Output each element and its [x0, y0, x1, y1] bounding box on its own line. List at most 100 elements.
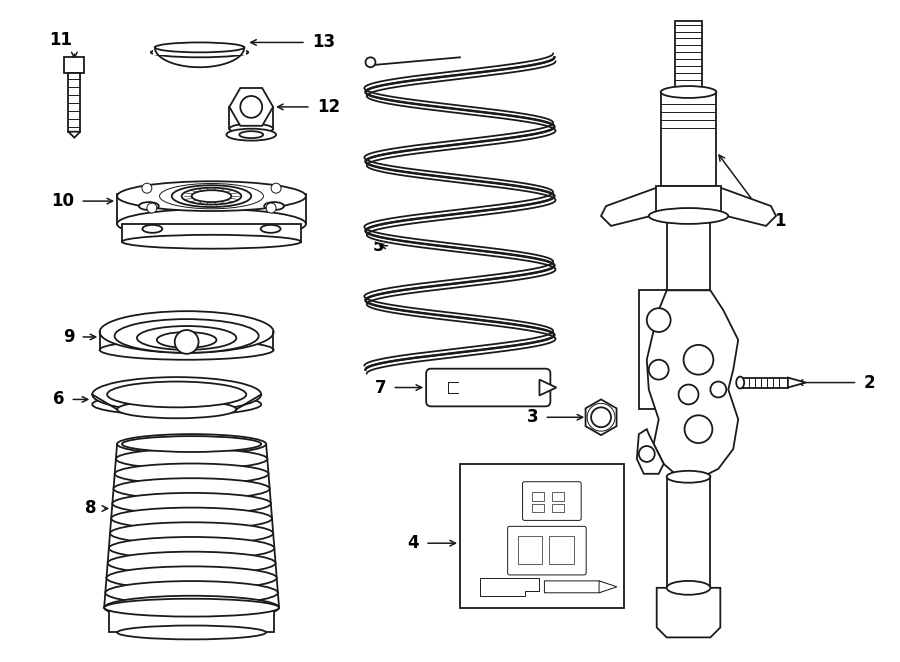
Text: 10: 10	[51, 192, 75, 210]
FancyBboxPatch shape	[523, 482, 581, 520]
Ellipse shape	[261, 225, 281, 233]
Circle shape	[683, 345, 714, 375]
Text: 12: 12	[317, 98, 340, 116]
FancyBboxPatch shape	[426, 369, 551, 406]
Polygon shape	[155, 48, 244, 68]
Bar	[533, 492, 544, 500]
Ellipse shape	[117, 434, 266, 454]
Circle shape	[271, 183, 281, 193]
Ellipse shape	[649, 208, 728, 224]
Text: 4: 4	[408, 534, 419, 552]
Ellipse shape	[110, 522, 274, 544]
Ellipse shape	[113, 478, 270, 499]
Polygon shape	[230, 88, 273, 126]
Ellipse shape	[112, 508, 272, 529]
Bar	[553, 504, 564, 512]
Ellipse shape	[117, 209, 306, 239]
Ellipse shape	[265, 202, 284, 210]
Circle shape	[685, 415, 713, 443]
Circle shape	[240, 96, 262, 118]
Polygon shape	[68, 132, 80, 138]
Ellipse shape	[192, 190, 231, 202]
FancyBboxPatch shape	[508, 526, 586, 575]
Text: 9: 9	[63, 328, 75, 346]
Circle shape	[639, 446, 654, 462]
Ellipse shape	[92, 377, 261, 412]
Circle shape	[679, 385, 698, 404]
Ellipse shape	[104, 598, 279, 616]
Text: 13: 13	[312, 34, 335, 52]
Polygon shape	[657, 588, 720, 638]
Ellipse shape	[182, 188, 241, 205]
Ellipse shape	[157, 332, 217, 348]
Ellipse shape	[114, 319, 258, 353]
Ellipse shape	[227, 128, 276, 140]
Ellipse shape	[151, 48, 248, 58]
Ellipse shape	[109, 537, 274, 559]
Polygon shape	[637, 429, 663, 474]
Text: 7: 7	[374, 379, 386, 397]
Bar	[533, 504, 544, 512]
Ellipse shape	[137, 326, 237, 350]
Circle shape	[266, 203, 276, 213]
Text: 3: 3	[526, 408, 538, 426]
Polygon shape	[716, 186, 776, 226]
Text: 6: 6	[53, 391, 65, 408]
Ellipse shape	[104, 596, 279, 620]
Polygon shape	[544, 581, 614, 592]
Circle shape	[649, 359, 669, 379]
Polygon shape	[599, 581, 617, 592]
Polygon shape	[601, 186, 661, 226]
Ellipse shape	[239, 131, 263, 138]
Ellipse shape	[230, 124, 273, 134]
Bar	[68, 73, 80, 132]
Ellipse shape	[139, 202, 158, 210]
Bar	[675, 21, 702, 92]
Ellipse shape	[736, 377, 744, 389]
Circle shape	[365, 58, 375, 68]
Circle shape	[142, 183, 152, 193]
Polygon shape	[480, 578, 539, 596]
Bar	[460, 464, 624, 608]
Ellipse shape	[122, 436, 261, 452]
Circle shape	[710, 381, 726, 397]
Bar	[518, 536, 543, 564]
Polygon shape	[539, 379, 556, 395]
Ellipse shape	[117, 401, 237, 418]
Ellipse shape	[661, 86, 716, 98]
Ellipse shape	[107, 381, 247, 407]
Ellipse shape	[92, 393, 261, 415]
Circle shape	[591, 407, 611, 427]
Ellipse shape	[142, 225, 162, 233]
Ellipse shape	[100, 311, 274, 353]
Ellipse shape	[122, 235, 301, 249]
Polygon shape	[647, 291, 738, 479]
Ellipse shape	[667, 471, 710, 483]
Text: 11: 11	[50, 31, 72, 50]
Bar	[65, 58, 85, 73]
Ellipse shape	[106, 567, 276, 589]
Ellipse shape	[112, 493, 271, 514]
Text: 1: 1	[774, 212, 786, 230]
Ellipse shape	[155, 42, 244, 52]
Ellipse shape	[667, 581, 710, 594]
Ellipse shape	[100, 340, 274, 359]
Ellipse shape	[114, 463, 268, 484]
Bar	[656, 186, 721, 216]
Circle shape	[147, 203, 157, 213]
Ellipse shape	[117, 181, 306, 211]
Polygon shape	[788, 377, 806, 387]
Polygon shape	[586, 399, 616, 435]
Bar	[153, 48, 247, 56]
Text: 5: 5	[373, 237, 384, 255]
Ellipse shape	[105, 581, 278, 604]
Circle shape	[175, 330, 199, 354]
Ellipse shape	[108, 551, 275, 575]
Bar	[740, 377, 788, 387]
Bar	[667, 216, 710, 291]
Ellipse shape	[116, 449, 267, 469]
Bar	[639, 291, 679, 409]
Ellipse shape	[159, 183, 264, 209]
Bar	[553, 492, 564, 500]
Bar	[661, 92, 716, 186]
